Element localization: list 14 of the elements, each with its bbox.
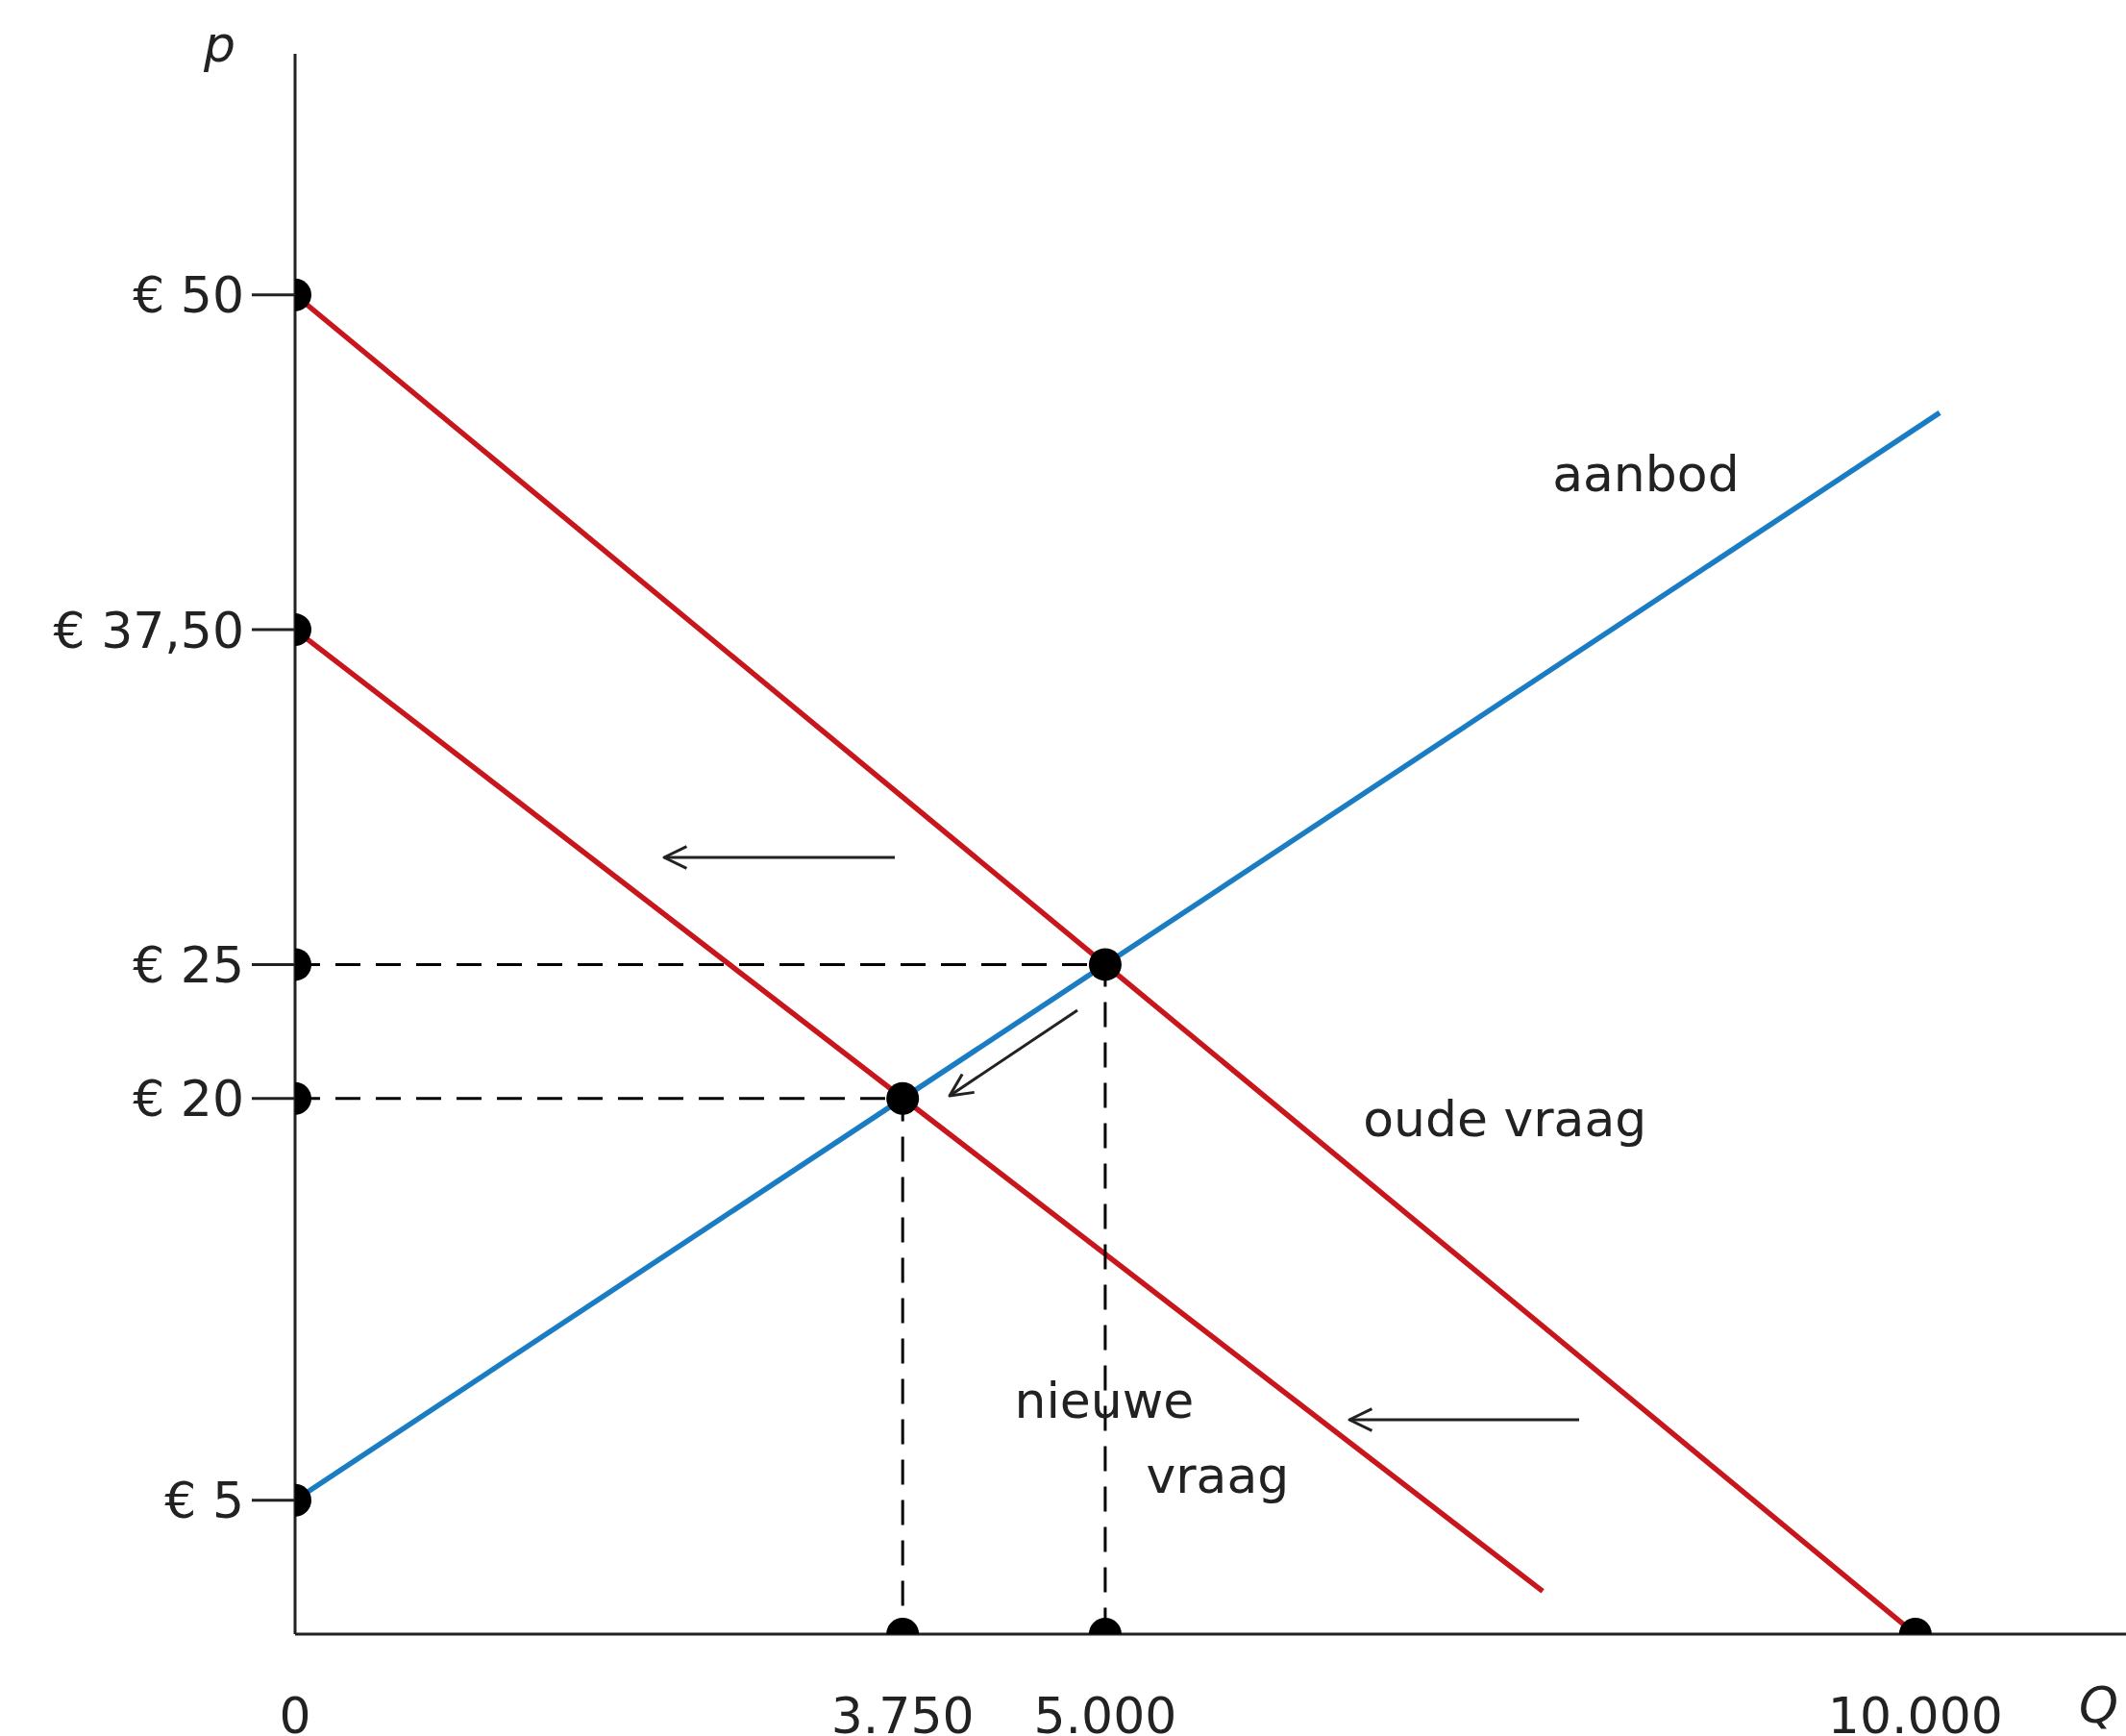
x-tick-label: 5.000: [1033, 1686, 1177, 1736]
y-tick-label: € 25: [133, 935, 244, 994]
series-label: oude vraag: [1363, 1088, 1647, 1150]
series-label: aanbod: [1552, 444, 1740, 506]
y-tick-label: € 50: [133, 266, 244, 325]
y-tick-label: € 37,50: [53, 601, 244, 659]
series-label: nieuwe vraag: [1014, 1371, 1290, 1507]
x-tick-label: 3.750: [830, 1686, 975, 1736]
y-axis-title: p: [204, 15, 236, 73]
x-tick-label: 10.000: [1827, 1686, 2003, 1736]
y-tick-label: € 5: [164, 1472, 244, 1530]
y-tick-label: € 20: [133, 1070, 244, 1128]
x-tick-label: 0: [279, 1686, 311, 1736]
x-axis-title: Q: [2079, 1676, 2118, 1734]
